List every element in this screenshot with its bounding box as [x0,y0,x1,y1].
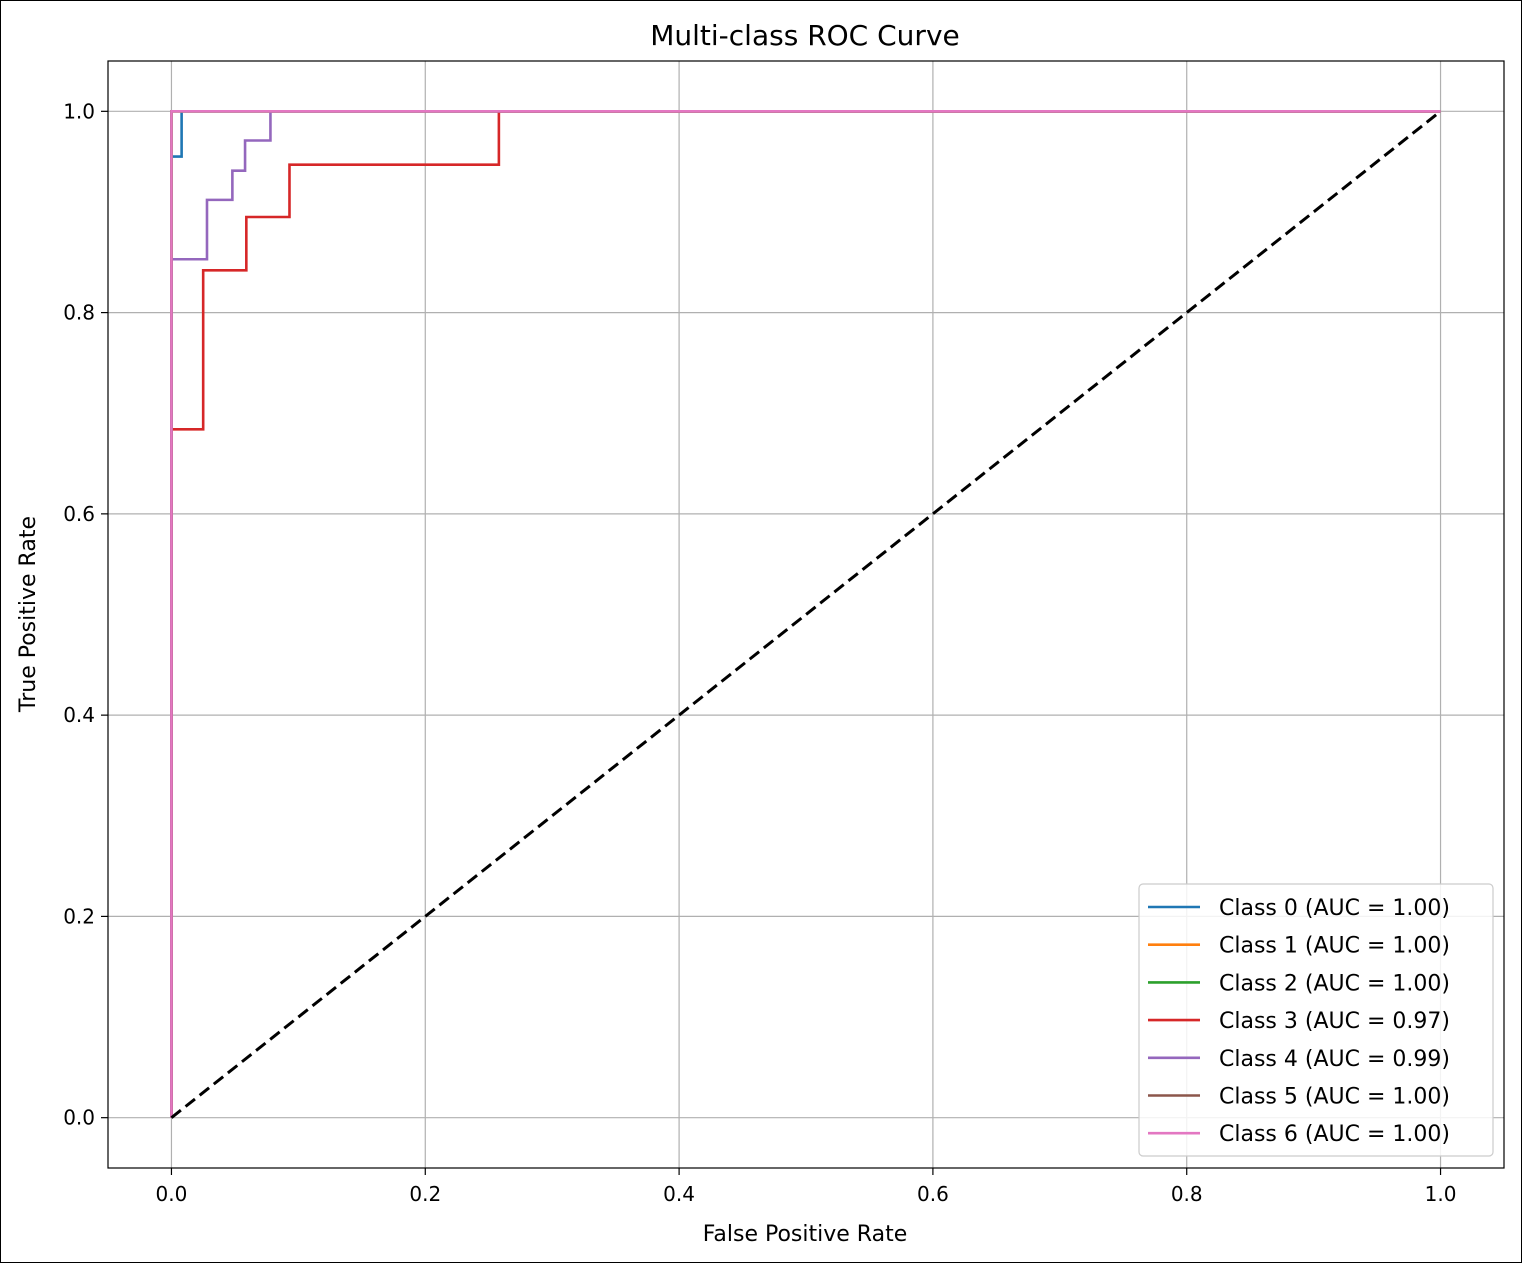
legend-entry-class-4: Class 4 (AUC = 0.99) [1219,1047,1450,1072]
x-tick-label: 0.8 [1171,1182,1203,1206]
x-tick-label: 0.6 [917,1182,949,1206]
series-lines [170,110,1442,1119]
legend-entry-class-3: Class 3 (AUC = 0.97) [1219,1009,1450,1034]
x-tick-label: 0.2 [409,1182,441,1206]
legend-entry-class-2: Class 2 (AUC = 1.00) [1219,971,1450,996]
plot-area-border [107,60,1505,1169]
series-line-class-3 [170,110,1441,1118]
y-tick-label: 0.0 [63,1106,95,1130]
legend-entry-class-1: Class 1 (AUC = 1.00) [1219,934,1450,959]
y-tick-label: 0.4 [63,703,95,727]
legend-entry-class-6: Class 6 (AUC = 1.00) [1219,1122,1450,1147]
x-axis-label: False Positive Rate [703,1222,907,1247]
grid-lines [108,61,1504,1168]
series-line-class-6 [170,110,1441,1118]
y-tick-label: 0.2 [63,904,95,928]
legend-entry-class-5: Class 5 (AUC = 1.00) [1219,1085,1450,1110]
x-tick-label: 1.0 [1425,1182,1457,1206]
y-tick-label: 1.0 [63,99,95,123]
x-tick-label: 0.0 [156,1182,188,1206]
y-tick-label: 0.8 [63,301,95,325]
legend: Class 0 (AUC = 1.00) Class 1 (AUC = 1.00)… [1138,883,1494,1157]
chart-title: Multi-class ROC Curve [650,19,960,52]
x-tick-label: 0.4 [663,1182,695,1206]
axis-ticks: 0.0 0.2 0.4 0.6 0.8 1.0 0.0 0.2 0.4 0.6 0.8 1.0 [63,99,1456,1206]
y-axis-label: True Positive Rate [16,516,41,713]
y-tick-label: 0.6 [63,502,95,526]
series-line-class-4 [170,110,1441,1118]
legend-box [1138,883,1494,1157]
legend-entry-class-0: Class 0 (AUC = 1.00) [1219,896,1450,921]
